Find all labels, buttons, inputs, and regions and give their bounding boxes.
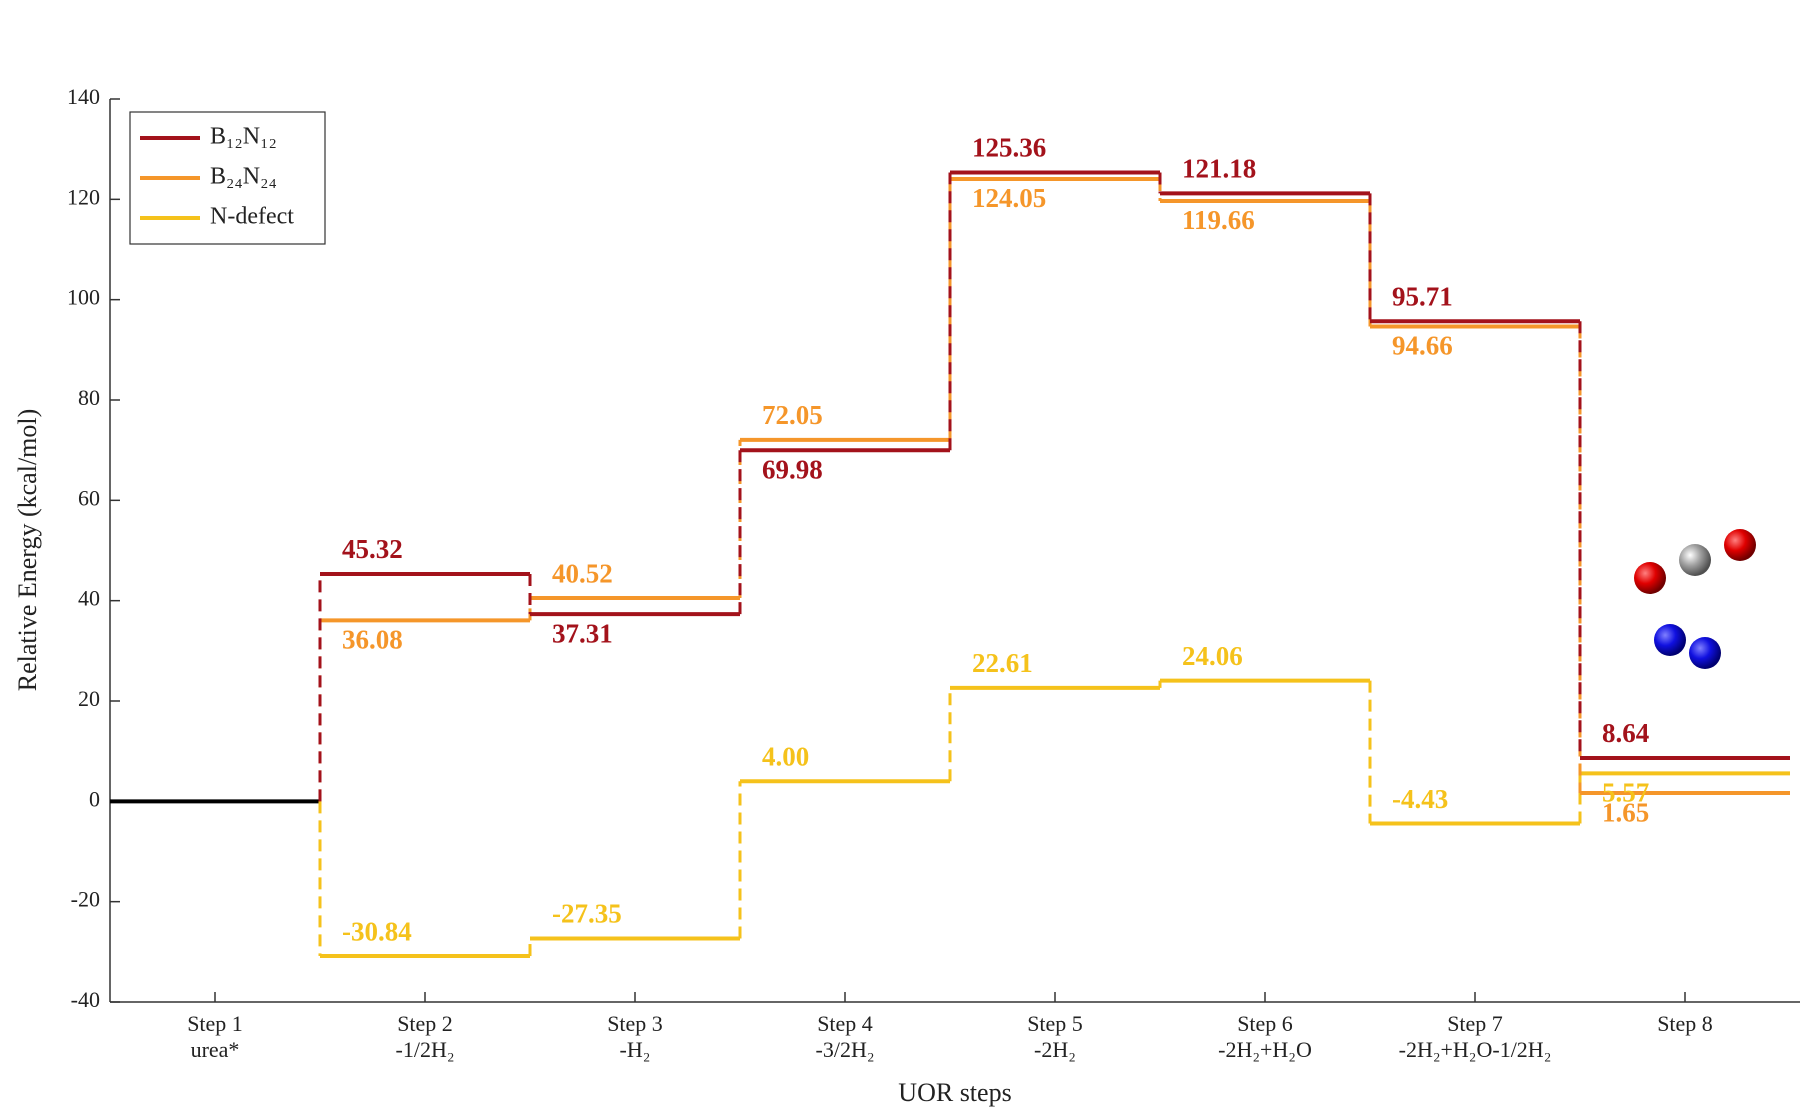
- y-tick-label: 60: [78, 485, 100, 510]
- y-axis-label: Relative Energy (kcal/mol): [13, 409, 42, 692]
- molecule-co2: [1634, 529, 1756, 594]
- data-label: 45.32: [342, 534, 403, 564]
- data-label: 119.66: [1182, 205, 1255, 235]
- y-tick-label: 100: [67, 285, 100, 310]
- x-tick-note: -2H₂: [1034, 1037, 1076, 1062]
- x-tick-note: -2H₂+H₂O: [1218, 1037, 1312, 1062]
- data-label: 40.52: [552, 558, 613, 588]
- data-label: 124.05: [972, 183, 1046, 213]
- x-tick-label: Step 6: [1237, 1011, 1293, 1036]
- molecule-n2: [1654, 624, 1721, 669]
- x-tick-label: Step 8: [1657, 1011, 1713, 1036]
- y-tick-label: 0: [89, 786, 100, 811]
- y-tick-label: -40: [71, 987, 100, 1012]
- legend: B₁₂N₁₂ B₂₄N₂₄ N-defect: [130, 112, 325, 244]
- y-tick-label: -20: [71, 887, 100, 912]
- x-tick-label: Step 1: [187, 1011, 243, 1036]
- x-tick-note: -1/2H₂: [396, 1037, 455, 1062]
- chart: Relative Energy (kcal/mol) UOR steps -40…: [0, 0, 1820, 1114]
- data-label: 72.05: [762, 400, 823, 430]
- data-label: 121.18: [1182, 154, 1256, 184]
- data-label: 95.71: [1392, 281, 1453, 311]
- data-label: 5.57: [1602, 778, 1649, 808]
- x-tick-label: Step 4: [817, 1011, 873, 1036]
- data-label: 4.00: [762, 741, 809, 771]
- y-tick-label: 80: [78, 385, 100, 410]
- legend-label: N-defect: [210, 204, 294, 230]
- data-label: 125.36: [972, 133, 1046, 163]
- data-label: 24.06: [1182, 641, 1243, 671]
- x-tick-note: -H₂: [620, 1037, 651, 1062]
- y-tick-label: 120: [67, 184, 100, 209]
- x-tick-label: Step 2: [397, 1011, 453, 1036]
- legend-label: B₂₄N₂₄: [210, 164, 277, 190]
- y-tick-label: 20: [78, 686, 100, 711]
- data-label: 8.64: [1602, 718, 1649, 748]
- data-label: -30.84: [342, 916, 412, 946]
- x-tick-label: Step 5: [1027, 1011, 1083, 1036]
- data-label: -4.43: [1392, 784, 1448, 814]
- data-label: 37.31: [552, 618, 613, 648]
- y-tick-label: 40: [78, 586, 100, 611]
- data-label: 69.98: [762, 454, 823, 484]
- x-tick-label: Step 7: [1447, 1011, 1503, 1036]
- x-axis-label: UOR steps: [898, 1078, 1011, 1107]
- x-tick-note: -3/2H₂: [816, 1037, 875, 1062]
- data-label: 36.08: [342, 625, 403, 655]
- data-label: 22.61: [972, 648, 1033, 678]
- legend-label: B₁₂N₁₂: [210, 124, 277, 150]
- data-label: 94.66: [1392, 331, 1453, 361]
- data-label: -27.35: [552, 899, 622, 929]
- x-tick-label: Step 3: [607, 1011, 663, 1036]
- y-tick-label: 140: [67, 84, 100, 109]
- x-tick-note: -2H₂+H₂O-1/2H₂: [1399, 1037, 1552, 1062]
- x-tick-note: urea*: [191, 1037, 240, 1062]
